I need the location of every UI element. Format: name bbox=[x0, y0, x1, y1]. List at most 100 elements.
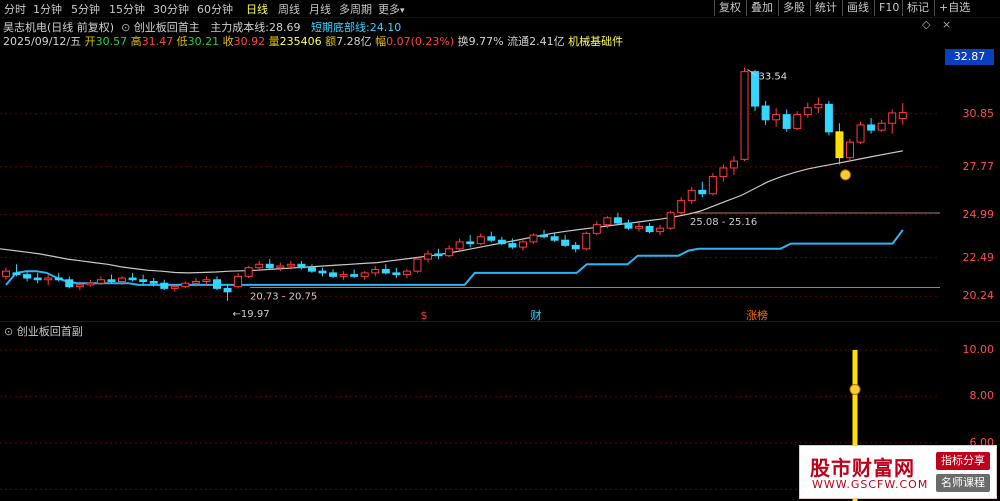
candle-body bbox=[350, 274, 359, 277]
candle bbox=[128, 272, 137, 282]
tab-period-monthly[interactable]: 月线 bbox=[309, 3, 331, 16]
tab-period-fenshi[interactable]: 分时 bbox=[4, 3, 26, 16]
candle bbox=[624, 219, 633, 230]
candle-body bbox=[318, 270, 327, 274]
tab-period-multi[interactable]: 多周期 bbox=[339, 3, 372, 16]
sector-label[interactable]: 机械基础件 bbox=[568, 35, 624, 48]
open-label: 开 bbox=[84, 35, 96, 48]
candle bbox=[751, 69, 760, 112]
tab-period-1min[interactable]: 1分钟 bbox=[33, 3, 62, 16]
diamond-icon[interactable]: ◇ bbox=[922, 18, 931, 31]
candle bbox=[856, 121, 865, 144]
candle-body bbox=[898, 112, 907, 120]
sub-indicator-header: ⊙ 创业板回首副 bbox=[4, 323, 83, 339]
adjust-button[interactable]: 复权 bbox=[714, 0, 745, 16]
candle bbox=[181, 281, 190, 289]
candlestick-chart[interactable]: 33.54 25.08 - 25.16 20.73 - 20.75 ←19.97 $ 财 涨… bbox=[0, 47, 940, 321]
candle bbox=[297, 260, 306, 270]
candle-body bbox=[107, 279, 116, 282]
price-axis-tick: 30.85 bbox=[962, 106, 995, 120]
candle-body bbox=[656, 227, 665, 233]
candle-body bbox=[508, 243, 517, 248]
close-icon[interactable]: × bbox=[942, 18, 952, 31]
signal-bar-chart[interactable] bbox=[0, 336, 940, 501]
candle bbox=[339, 271, 348, 280]
candle bbox=[160, 279, 169, 291]
draw-button[interactable]: 画线 bbox=[842, 0, 873, 16]
change-label: 幅 bbox=[375, 35, 387, 48]
candle bbox=[656, 224, 665, 236]
candle bbox=[455, 238, 464, 253]
candle bbox=[814, 97, 823, 113]
candle-body bbox=[592, 224, 601, 234]
tab-period-30min[interactable]: 30分钟 bbox=[153, 3, 189, 16]
candle bbox=[772, 107, 781, 127]
sub-indicator-name[interactable]: 创业板回首副 bbox=[16, 325, 83, 338]
candle-body bbox=[118, 277, 127, 282]
candle bbox=[497, 236, 506, 246]
tab-period-more[interactable]: 更多▾ bbox=[378, 1, 405, 17]
tab-period-60min[interactable]: 60分钟 bbox=[197, 3, 233, 16]
candle bbox=[213, 276, 221, 291]
add-watchlist-button[interactable]: +自选 bbox=[934, 0, 974, 16]
tab-period-5min[interactable]: 5分钟 bbox=[71, 3, 100, 16]
candle-body bbox=[33, 277, 42, 281]
candle bbox=[613, 212, 622, 225]
candle bbox=[2, 267, 10, 280]
candle bbox=[487, 231, 496, 242]
candle bbox=[561, 235, 570, 248]
stats-button[interactable]: 统计 bbox=[810, 0, 841, 16]
watermark-tag-share: 指标分享 bbox=[936, 452, 990, 470]
candle bbox=[392, 267, 401, 279]
high-annotation: 33.54 bbox=[759, 72, 788, 83]
candle bbox=[23, 271, 32, 282]
candle bbox=[888, 109, 897, 134]
candle-body bbox=[255, 263, 264, 269]
high-value: 31.47 bbox=[141, 35, 174, 48]
candle bbox=[307, 264, 316, 273]
candle bbox=[276, 262, 285, 272]
candle bbox=[191, 278, 200, 287]
tab-period-weekly[interactable]: 周线 bbox=[278, 3, 300, 16]
f10-button[interactable]: F10 bbox=[874, 0, 903, 16]
price-axis-tick: 24.99 bbox=[962, 207, 995, 221]
candle-body bbox=[202, 279, 211, 282]
tab-period-daily[interactable]: 日线 bbox=[246, 3, 268, 16]
signal-axis-tick: 10.00 bbox=[962, 342, 995, 356]
candle bbox=[445, 245, 454, 258]
candle bbox=[86, 279, 95, 287]
candle-body bbox=[856, 124, 865, 143]
tab-period-15min[interactable]: 15分钟 bbox=[109, 3, 145, 16]
candle-body bbox=[772, 114, 781, 121]
candle-body bbox=[213, 279, 221, 289]
overlay-button[interactable]: 叠加 bbox=[746, 0, 777, 16]
candle-body bbox=[518, 241, 527, 248]
price-axis-tick: 20.24 bbox=[962, 289, 995, 303]
watermark-title: 股市财富网 bbox=[810, 456, 915, 480]
candle-body bbox=[44, 277, 53, 281]
candle-body bbox=[191, 280, 200, 284]
candle bbox=[835, 123, 844, 165]
candle bbox=[867, 118, 876, 134]
candle bbox=[466, 235, 475, 248]
candle bbox=[729, 155, 738, 175]
short-bottom-label: 短期底部线: bbox=[311, 21, 370, 34]
candle bbox=[96, 276, 105, 285]
candle-body bbox=[603, 217, 612, 226]
candle-body bbox=[540, 234, 549, 238]
candle-body bbox=[128, 277, 137, 281]
open-value: 30.57 bbox=[95, 35, 128, 48]
candle-body bbox=[487, 236, 496, 241]
multi-stock-button[interactable]: 多股 bbox=[778, 0, 809, 16]
candle-body bbox=[529, 234, 538, 243]
candle bbox=[139, 274, 148, 285]
candle bbox=[286, 260, 295, 270]
candle bbox=[846, 138, 854, 162]
short-bottom-value: 24.10 bbox=[369, 21, 402, 34]
candle bbox=[803, 102, 812, 119]
mark-button[interactable]: 标记 bbox=[902, 0, 933, 16]
circle-dropdown-icon[interactable]: ⊙ bbox=[4, 325, 14, 338]
indicator-name[interactable]: 创业板回首主 bbox=[133, 21, 200, 34]
circle-dropdown-icon[interactable]: ⊙ bbox=[117, 21, 131, 34]
candle-body bbox=[65, 279, 74, 288]
